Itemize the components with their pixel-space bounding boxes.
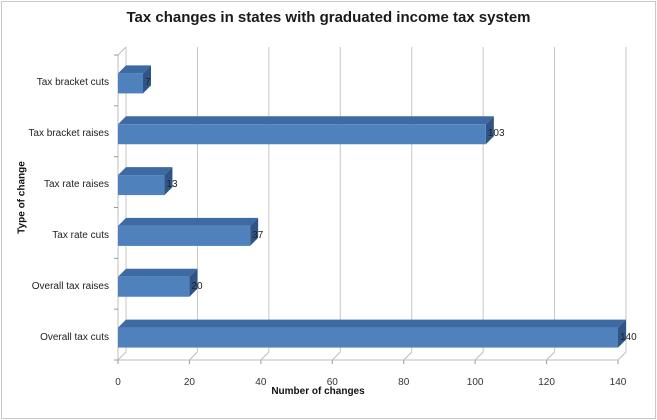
x-tick-label: 140 (609, 377, 627, 388)
bar (118, 124, 486, 145)
x-tick-label: 0 (115, 377, 121, 388)
data-label: 20 (191, 280, 203, 292)
category-label: Tax rate raises (43, 179, 109, 191)
bar (118, 175, 165, 196)
data-label: 13 (166, 179, 178, 191)
category-label: Overall tax raises (31, 280, 109, 292)
x-axis-label: Number of changes (271, 386, 365, 397)
bar (118, 73, 143, 94)
x-tick-label: 100 (466, 377, 484, 388)
data-label: 37 (252, 229, 264, 241)
y-axis-label: Type of change (16, 161, 28, 234)
category-label: Overall tax cuts (40, 331, 109, 343)
x-tick-label: 80 (398, 377, 410, 388)
bar (118, 276, 190, 297)
category-label: Tax bracket raises (28, 128, 109, 140)
bar (118, 225, 251, 246)
category-label: Tax bracket cuts (36, 77, 109, 89)
category-label: Tax rate cuts (52, 229, 109, 241)
data-label: 7 (145, 77, 151, 89)
x-tick-label: 20 (183, 377, 195, 388)
chart-title: Tax changes in states with graduated inc… (126, 9, 531, 26)
bar (118, 327, 618, 348)
x-tick-label: 120 (538, 377, 555, 388)
x-tick-label: 40 (255, 377, 267, 388)
x-tick-label: 60 (326, 377, 338, 388)
data-label: 140 (620, 331, 637, 343)
data-label: 103 (487, 128, 505, 140)
